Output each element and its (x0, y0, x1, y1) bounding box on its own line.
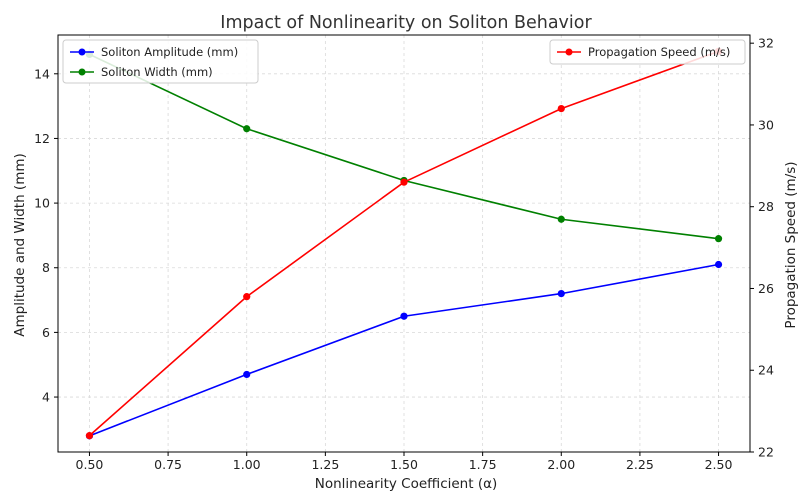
legend-right-box (549, 39, 746, 65)
data-point-soliton-amplitude (557, 290, 565, 298)
y-right-tick-label: 28 (758, 199, 774, 214)
legend-left-box (62, 39, 259, 84)
x-tick-label: 1.25 (311, 457, 339, 472)
data-point-propagation-speed (400, 178, 408, 186)
legend-speed-label: Propagation Speed (m/s) (588, 45, 730, 59)
data-point-soliton-amplitude (400, 312, 408, 320)
x-tick-label: 2.25 (626, 457, 654, 472)
x-tick-label: 1.75 (469, 457, 497, 472)
data-point-soliton-width (714, 235, 723, 243)
legend-width-label: Soliton Width (mm) (101, 65, 213, 79)
legend-right: Propagation Speed (m/s) (549, 39, 746, 65)
chart-title: Impact of Nonlinearity on Soliton Behavi… (220, 13, 592, 33)
y-left-tick-label: 10 (34, 196, 50, 211)
y-left-tick-label: 4 (42, 390, 50, 405)
legend-amplitude-marker (78, 48, 86, 56)
y-right-tick-label: 24 (758, 363, 774, 378)
data-point-soliton-amplitude (714, 260, 723, 269)
y-axis-right-label: Propagation Speed (m/s) (783, 161, 799, 328)
y-right-tick-label: 26 (758, 281, 774, 296)
legend-left: Soliton Amplitude (mm) Soliton Width (mm… (62, 39, 259, 84)
x-tick-label: 2.50 (705, 457, 733, 472)
y-right-tick-label: 22 (758, 445, 774, 460)
data-point-propagation-speed (85, 432, 94, 440)
legend-speed-marker (565, 48, 573, 56)
y-left-tick-label: 12 (34, 131, 50, 146)
x-axis-label: Nonlinearity Coefficient (α) (315, 476, 498, 492)
x-tick-label: 1.00 (233, 457, 261, 472)
y-left-tick-label: 8 (42, 260, 50, 275)
legend-amplitude-label: Soliton Amplitude (mm) (101, 45, 238, 59)
ticks: 0.50 0.75 1.00 1.25 1.50 1.75 2.00 2.25 2.50 4 6 8 1… (34, 36, 774, 472)
data-point-soliton-width (243, 125, 251, 133)
y-left-tick-label: 6 (42, 325, 50, 340)
series-layer (85, 47, 723, 440)
y-right-tick-label: 32 (758, 36, 774, 51)
x-tick-label: 0.50 (76, 457, 104, 472)
data-point-soliton-width (557, 215, 565, 223)
y-axis-left-label: Amplitude and Width (mm) (12, 153, 28, 337)
data-point-propagation-speed (557, 104, 565, 113)
y-right-tick-label: 30 (758, 117, 774, 132)
y-left-tick-label: 14 (34, 66, 50, 81)
x-tick-label: 2.00 (547, 457, 575, 472)
legend-width-marker (78, 68, 86, 76)
data-point-soliton-amplitude (243, 370, 251, 379)
x-tick-label: 0.75 (154, 457, 182, 472)
data-point-propagation-speed (243, 293, 251, 301)
x-tick-label: 1.50 (390, 457, 418, 472)
